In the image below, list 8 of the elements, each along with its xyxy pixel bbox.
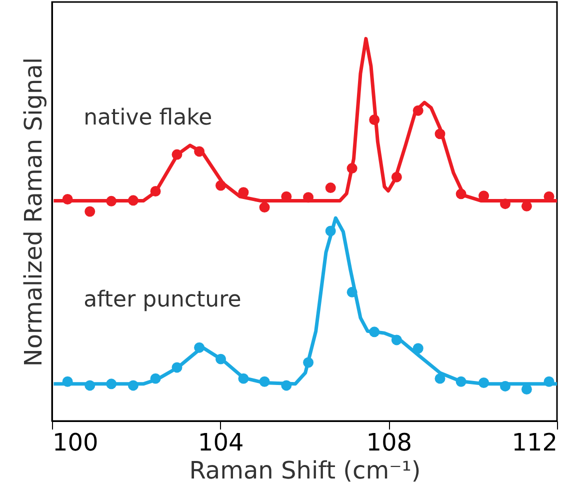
x-tick-label: 104 (198, 428, 244, 456)
y-axis-title: Normalized Raman Signal (20, 57, 48, 367)
x-tick-label: 108 (366, 428, 412, 456)
x-tick-label: 112 (512, 428, 558, 456)
x-tick-label: 100 (52, 428, 98, 456)
series-label: native flake (84, 105, 212, 130)
x-axis-title: Raman Shift (cm⁻¹) (189, 456, 421, 484)
text: after puncture (84, 288, 242, 313)
